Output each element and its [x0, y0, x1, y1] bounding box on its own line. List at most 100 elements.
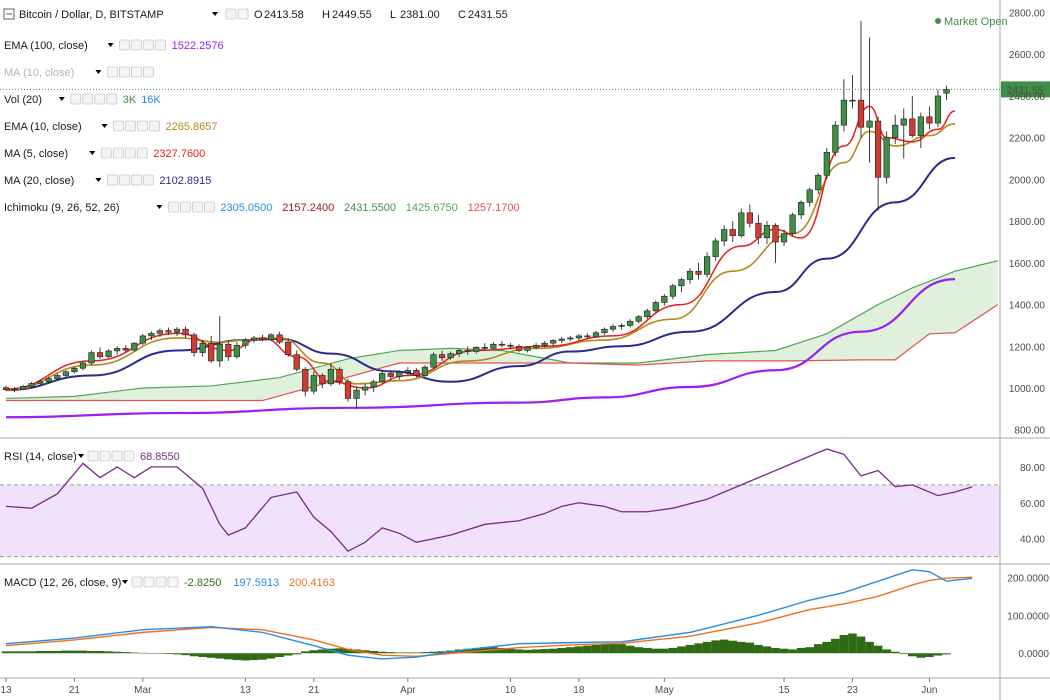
legend-control-button[interactable] [137, 120, 148, 132]
price-tick-label: 1400.00 [1009, 301, 1046, 312]
macd-control-button[interactable] [167, 576, 179, 588]
x-tick-label: 13 [240, 685, 252, 696]
dropdown-caret[interactable] [122, 580, 128, 584]
header-control-button[interactable] [237, 8, 249, 20]
candle [849, 75, 856, 109]
legend-control-button[interactable] [167, 201, 179, 213]
dropdown-caret[interactable] [212, 12, 218, 16]
legend-control-button[interactable] [149, 120, 160, 132]
legend-control-button[interactable] [100, 147, 112, 159]
dropdown-caret[interactable] [95, 178, 102, 182]
rsi-control-button[interactable] [111, 450, 123, 462]
x-tick-label: 23 [847, 685, 859, 696]
legend-control-button[interactable] [155, 39, 167, 51]
candle [686, 268, 694, 284]
macd-control-button[interactable] [131, 576, 143, 588]
macd-histogram-bar [899, 653, 909, 654]
macd-histogram-bar [779, 648, 789, 654]
candle [216, 316, 223, 368]
legend-value: 1522.2576 [172, 40, 224, 52]
candle [122, 345, 129, 353]
header-control-button[interactable] [225, 8, 237, 20]
legend-control-button[interactable] [94, 93, 106, 105]
legend-control-button[interactable] [119, 174, 130, 186]
legend-control-button[interactable] [130, 66, 142, 78]
rsi-control-button[interactable] [87, 450, 99, 462]
candle [746, 204, 753, 228]
candle-body [584, 335, 591, 338]
dropdown-caret[interactable] [101, 124, 108, 128]
candle-body [285, 341, 292, 355]
dropdown-caret[interactable] [107, 43, 114, 47]
legend-control-button[interactable] [130, 174, 142, 186]
legend-control-button[interactable] [112, 147, 124, 159]
dropdown-caret[interactable] [78, 454, 84, 458]
candle-body [567, 337, 574, 340]
candle [438, 350, 446, 361]
macd-legend-value: 197.5913 [233, 577, 279, 589]
rsi-control-button[interactable] [99, 450, 111, 462]
price-tick-label: 2200.00 [1009, 134, 1046, 145]
dropdown-caret[interactable] [89, 151, 96, 155]
legend-control-button[interactable] [191, 201, 203, 213]
legend-control-button[interactable] [70, 93, 82, 105]
candle-body [550, 340, 557, 344]
candle-body [421, 366, 429, 376]
legend-control-button[interactable] [106, 93, 118, 105]
rsi-control-button[interactable] [123, 450, 135, 462]
candle-body [302, 368, 309, 392]
macd-histogram-bar [651, 648, 661, 654]
legend-control-button[interactable] [136, 147, 148, 159]
macd-control-button[interactable] [143, 576, 155, 588]
macd-histogram-bar [583, 645, 592, 654]
dropdown-caret[interactable] [156, 205, 163, 209]
dropdown-caret[interactable] [95, 70, 102, 74]
legend-control-button[interactable] [107, 174, 118, 186]
ohlc-key: H [322, 9, 330, 21]
legend-control-button[interactable] [124, 147, 136, 159]
candle-body [917, 116, 924, 136]
legend-control-button[interactable] [119, 39, 130, 51]
price-tick-label: 1000.00 [1009, 384, 1046, 395]
candle-body [293, 354, 300, 370]
legend-control-button[interactable] [131, 39, 143, 51]
candle [909, 95, 916, 138]
legend-control-button[interactable] [125, 120, 136, 132]
legend-control-button[interactable] [119, 66, 130, 78]
dropdown-caret[interactable] [58, 97, 65, 101]
x-tick-label: 10 [505, 685, 517, 696]
candle-body [361, 386, 369, 391]
legend-control-button[interactable] [179, 201, 191, 213]
collapse-icon[interactable] [3, 8, 15, 20]
macd-histogram-bar [813, 644, 823, 654]
legend-control-button[interactable] [203, 201, 215, 213]
candle [370, 379, 377, 393]
last-price-badge [1001, 81, 1050, 98]
candle [823, 148, 830, 180]
legend-control-button[interactable] [142, 66, 154, 78]
ichimoku-span-a [5, 260, 998, 400]
macd-histogram-bar [53, 650, 62, 654]
legend-control-button[interactable] [82, 93, 94, 105]
legend-control-button[interactable] [107, 66, 118, 78]
macd-histogram-bar [10, 651, 19, 654]
macd-histogram-bar [181, 653, 190, 656]
candle-body [909, 118, 916, 136]
legend-control-button[interactable] [143, 39, 155, 51]
candle [524, 346, 531, 353]
candle [96, 347, 104, 359]
legend-value: 1425.6750 [406, 202, 458, 214]
candle [199, 340, 206, 357]
candle [840, 79, 847, 132]
candle [45, 376, 52, 384]
macd-control-button[interactable] [155, 576, 167, 588]
macd-histogram-bar [309, 650, 319, 654]
legend-control-button[interactable] [142, 174, 154, 186]
market-status: Market Open [944, 16, 1008, 28]
legend-control-button[interactable] [113, 120, 124, 132]
macd-histogram-bar [796, 647, 806, 654]
macd-histogram-bar [548, 648, 558, 654]
legend-label: Ichimoku (9, 26, 52, 26) [4, 202, 120, 214]
macd-histogram-bar [35, 650, 45, 654]
